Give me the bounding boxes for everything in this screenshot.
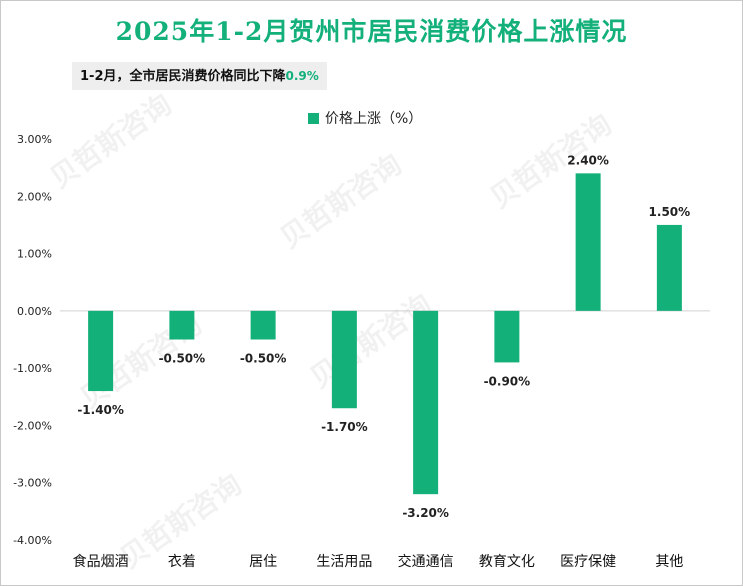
bar-value-label: -0.50% bbox=[159, 352, 206, 366]
x-tick-label: 其他 bbox=[655, 554, 683, 570]
legend-label: 价格上涨（%） bbox=[325, 111, 423, 127]
x-tick-label: 生活用品 bbox=[316, 554, 372, 570]
subtitle-banner: 1-2月，全市居民消费价格同比下降0.9% bbox=[72, 62, 327, 90]
x-tick-label: 居住 bbox=[249, 554, 277, 570]
bar bbox=[88, 310, 114, 392]
y-tick-label: -1.00% bbox=[13, 362, 52, 375]
bar-value-label: -0.90% bbox=[484, 374, 531, 388]
y-tick-label: -3.00% bbox=[13, 477, 52, 490]
bar-value-label: -3.20% bbox=[402, 506, 449, 520]
bar bbox=[331, 310, 357, 409]
y-tick-label: -2.00% bbox=[13, 419, 52, 432]
y-tick-label: 2.00% bbox=[17, 190, 52, 203]
bar-value-label: -0.50% bbox=[240, 352, 287, 366]
x-tick-label: 食品烟酒 bbox=[73, 553, 129, 570]
chart-title: 2025年1-2月贺州市居民消费价格上涨情况 bbox=[115, 17, 628, 46]
y-tick-label: 1.00% bbox=[17, 248, 52, 261]
bar bbox=[413, 310, 439, 495]
chart-legend: 价格上涨（%） bbox=[308, 108, 422, 128]
x-tick-label: 衣着 bbox=[168, 554, 196, 570]
x-tick-label: 教育文化 bbox=[479, 554, 535, 570]
bar-value-label: -1.70% bbox=[321, 420, 368, 434]
bar bbox=[494, 310, 520, 363]
x-tick-label: 交通通信 bbox=[398, 553, 454, 570]
bar bbox=[169, 310, 195, 340]
bar bbox=[575, 173, 601, 311]
legend-swatch bbox=[308, 113, 319, 124]
bar-value-label: -1.40% bbox=[77, 403, 124, 417]
x-tick-label: 医疗保健 bbox=[560, 554, 616, 570]
bar-value-label: 1.50% bbox=[649, 205, 691, 219]
subtitle-text: 1-2月，全市居民消费价格同比下降 bbox=[80, 69, 286, 84]
bar-value-label: 2.40% bbox=[567, 153, 609, 167]
y-tick-label: -4.00% bbox=[13, 534, 52, 547]
bar bbox=[250, 310, 276, 340]
y-tick-label: 0.00% bbox=[17, 305, 52, 318]
subtitle-highlight: 0.9% bbox=[285, 69, 319, 83]
y-tick-label: 3.00% bbox=[17, 133, 52, 146]
bar bbox=[656, 224, 682, 311]
